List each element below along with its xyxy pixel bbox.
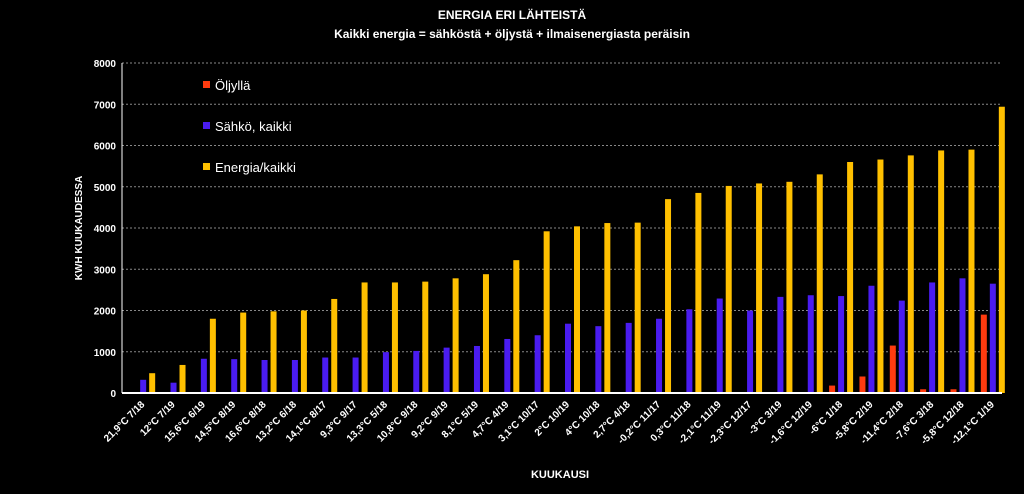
legend-label: Öljyllä <box>215 78 251 93</box>
bar-electricity <box>413 350 420 393</box>
bar-total <box>695 192 702 393</box>
bar-electricity <box>504 338 511 393</box>
bar-oil <box>889 345 896 393</box>
bar-total <box>513 260 520 393</box>
legend-swatch <box>203 81 210 88</box>
bar-total <box>422 281 429 393</box>
bar-total <box>816 174 823 393</box>
bar-oil <box>859 376 866 393</box>
y-tick-label: 4000 <box>94 224 117 235</box>
bar-total <box>786 181 793 393</box>
bar-electricity <box>595 326 602 393</box>
legend-swatch <box>203 122 210 129</box>
bar-total <box>361 282 368 393</box>
y-tick-label: 8000 <box>94 59 117 70</box>
bar-electricity <box>322 357 329 393</box>
y-tick-label: 1000 <box>94 348 117 359</box>
bar-total <box>179 364 186 393</box>
y-tick-label: 0 <box>110 389 116 400</box>
legend-label: Sähkö, kaikki <box>215 119 292 134</box>
bar-electricity <box>170 382 177 393</box>
bar-electricity <box>838 296 845 393</box>
bar-total <box>634 222 641 393</box>
bar-total <box>452 278 459 393</box>
bar-electricity <box>656 318 663 393</box>
bar-electricity <box>777 296 784 393</box>
bar-electricity <box>898 300 905 393</box>
y-axis-label: KWH KUUKAUDESSA <box>74 176 85 280</box>
legend-label: Energia/kaikki <box>215 160 296 175</box>
chart-title: ENERGIA ERI LÄHTEISTÄ <box>437 8 587 22</box>
bar-total <box>270 311 277 393</box>
bar-electricity <box>534 335 541 393</box>
bar-electricity <box>200 358 207 393</box>
bar-oil <box>829 385 836 393</box>
bar-electricity <box>231 359 238 393</box>
bar-total <box>391 282 398 393</box>
bar-total <box>300 310 307 393</box>
bar-electricity <box>473 345 480 393</box>
bar-electricity <box>747 310 754 393</box>
bar-electricity <box>565 323 571 393</box>
bar-electricity <box>443 347 450 393</box>
bar-electricity <box>625 322 632 393</box>
bar-electricity <box>807 295 814 393</box>
bar-total <box>877 159 884 393</box>
bar-total <box>665 199 672 393</box>
bar-total <box>938 150 945 393</box>
bar-electricity <box>716 298 723 393</box>
y-tick-label: 3000 <box>94 265 117 276</box>
bar-total <box>482 274 489 393</box>
y-tick-label: 6000 <box>94 142 117 153</box>
bar-total <box>331 298 338 393</box>
bar-total <box>209 318 216 393</box>
bar-electricity <box>686 309 693 393</box>
bar-oil <box>950 389 957 393</box>
bar-electricity <box>352 357 359 393</box>
bar-electricity <box>291 360 298 393</box>
bar-total <box>574 226 580 393</box>
bar-electricity <box>261 360 268 393</box>
chart-subtitle: Kaikki energia = sähköstä + öljystä + il… <box>334 27 690 41</box>
bar-total <box>756 183 763 393</box>
x-axis-label: KUUKAUSI <box>531 469 589 481</box>
bar-electricity <box>382 352 389 393</box>
y-tick-label: 7000 <box>94 100 117 111</box>
x-tick-label: 21,9°C 7/18 <box>102 399 148 445</box>
bar-oil <box>980 314 987 393</box>
y-tick-label: 5000 <box>94 183 117 194</box>
bar-electricity <box>929 282 936 393</box>
bar-total <box>543 231 550 393</box>
bar-total <box>604 223 611 393</box>
bar-total <box>998 106 1005 393</box>
bar-electricity <box>959 278 966 393</box>
bar-total <box>725 185 732 393</box>
bar-oil <box>920 389 927 393</box>
bar-total <box>907 155 914 393</box>
legend-swatch <box>203 163 210 170</box>
y-tick-label: 2000 <box>94 307 117 318</box>
bar-total <box>149 373 156 393</box>
bar-electricity <box>868 285 875 393</box>
bar-total <box>240 312 247 393</box>
bar-total <box>847 162 854 393</box>
bar-electricity <box>140 379 147 393</box>
bar-electricity <box>989 283 996 393</box>
bar-total <box>968 149 975 393</box>
